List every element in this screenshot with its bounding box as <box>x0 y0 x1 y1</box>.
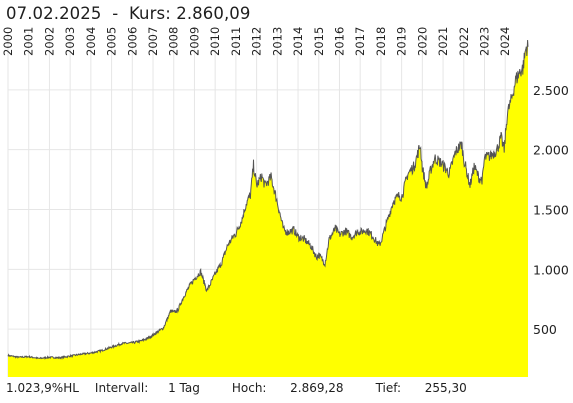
price-line <box>7 39 529 360</box>
x-tick-label: 2020 <box>415 27 429 56</box>
title-separator: - <box>112 4 119 23</box>
x-tick-label: 2012 <box>250 27 264 56</box>
x-tick-label: 2001 <box>22 27 36 56</box>
x-tick-label: 2021 <box>436 27 450 56</box>
chart-title: 07.02.2025 - Kurs: 2.860,09 <box>6 4 251 23</box>
low-info: Tief: 255,30 <box>376 381 483 395</box>
x-axis-labels: 2000 2001 2002 2003 2004 2005 2006 2007 2008 2009… <box>1 27 512 56</box>
x-tick-label: 2002 <box>42 27 56 56</box>
x-tick-label: 2011 <box>229 27 243 56</box>
x-tick-label: 2007 <box>146 27 160 56</box>
x-tick-label: 2014 <box>291 27 305 56</box>
x-tick-label: 2013 <box>270 27 284 56</box>
x-tick-label: 2008 <box>167 27 181 56</box>
x-tick-label: 2009 <box>187 27 201 56</box>
high-value: 2.869,28 <box>290 381 344 395</box>
x-tick-label: 2006 <box>125 27 139 56</box>
x-tick-label: 2000 <box>1 27 15 56</box>
y-tick-label: 500 <box>533 322 557 337</box>
interval-label: Intervall: <box>94 381 149 395</box>
x-tick-label: 2022 <box>457 27 471 56</box>
x-tick-label: 2019 <box>395 27 409 56</box>
x-tick-label: 2024 <box>498 27 512 56</box>
interval-info: Intervall: 1 Tag <box>95 381 216 395</box>
x-tick-label: 2004 <box>84 27 98 56</box>
y-tick-label: 1.500 <box>533 202 569 217</box>
x-tick-label: 2003 <box>63 27 77 56</box>
x-tick-label: 2010 <box>208 27 222 56</box>
chart-footer: 1.023,9%HL Intervall: 1 Tag Hoch: 2.869,28… <box>6 381 499 395</box>
y-tick-label: 2.000 <box>533 143 569 158</box>
low-value: 255,30 <box>424 381 467 395</box>
kurs-value: 2.860,09 <box>176 4 251 23</box>
interval-value: 1 Tag <box>168 381 200 395</box>
y-tick-label: 1.000 <box>533 262 569 277</box>
kurs-label: Kurs: <box>128 4 171 23</box>
price-area <box>8 40 528 377</box>
date-label: 07.02.2025 <box>6 4 102 23</box>
high-label: Hoch: <box>231 381 267 395</box>
high-info: Hoch: 2.869,28 <box>232 381 360 395</box>
x-tick-label: 2005 <box>105 27 119 56</box>
x-tick-label: 2018 <box>374 27 388 56</box>
x-tick-label: 2015 <box>312 27 326 56</box>
x-tick-label: 2017 <box>353 27 367 56</box>
low-label: Tief: <box>375 381 402 395</box>
y-axis-labels: 500 1.000 1.500 2.000 2.500 <box>533 83 569 337</box>
performance-value: 1.023,9%HL <box>6 381 79 395</box>
x-tick-label: 2016 <box>332 27 346 56</box>
x-tick-label: 2023 <box>477 27 491 56</box>
y-tick-label: 2.500 <box>533 83 569 98</box>
